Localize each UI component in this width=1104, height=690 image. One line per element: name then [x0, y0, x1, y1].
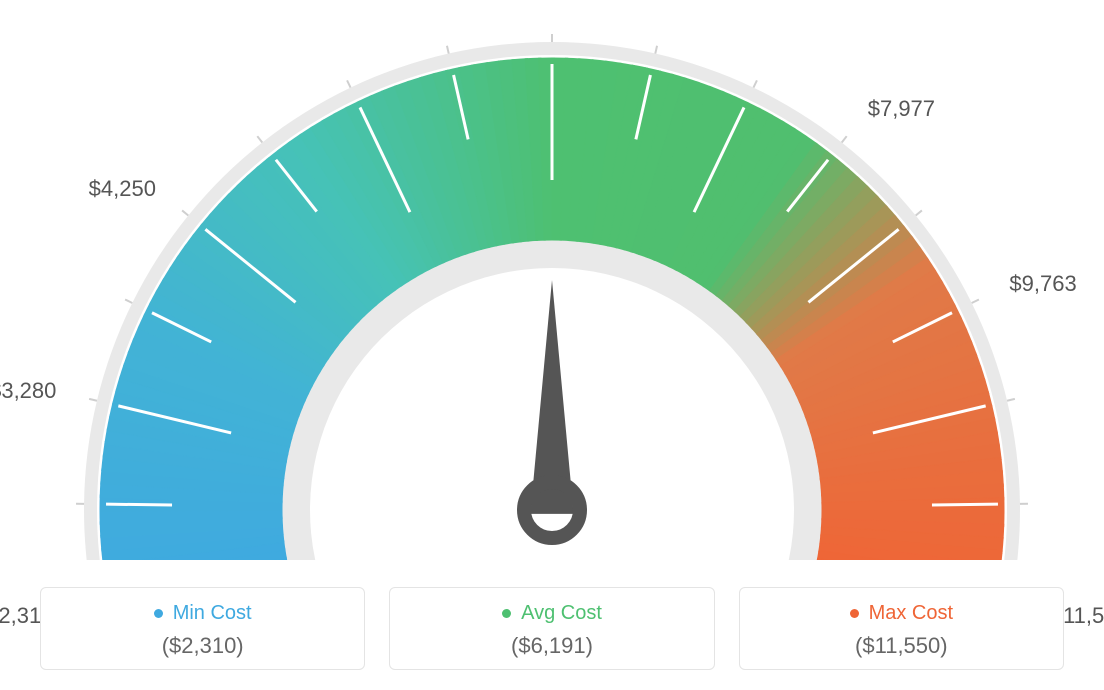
- min-dot-icon: [154, 609, 163, 618]
- min-cost-title: Min Cost: [173, 602, 252, 625]
- max-cost-header: Max Cost: [850, 602, 953, 625]
- max-cost-value: ($11,550): [750, 633, 1053, 659]
- avg-cost-value: ($6,191): [400, 633, 703, 659]
- gauge-tick-label: $9,763: [1009, 271, 1076, 297]
- max-cost-title: Max Cost: [869, 602, 953, 625]
- gauge-tick-label: $4,250: [89, 176, 156, 202]
- max-dot-icon: [850, 609, 859, 618]
- gauge-area: $2,310$3,280$4,250$6,191$7,977$9,763$11,…: [0, 0, 1104, 560]
- gauge-tick-label: $3,280: [0, 378, 56, 404]
- min-cost-header: Min Cost: [154, 602, 252, 625]
- chart-container: $2,310$3,280$4,250$6,191$7,977$9,763$11,…: [0, 0, 1104, 690]
- avg-cost-title: Avg Cost: [521, 602, 602, 625]
- min-cost-value: ($2,310): [51, 633, 354, 659]
- max-cost-card: Max Cost ($11,550): [739, 587, 1064, 670]
- gauge-tick-label: $7,977: [868, 96, 935, 122]
- gauge-svg: [0, 0, 1104, 560]
- avg-cost-header: Avg Cost: [502, 602, 602, 625]
- summary-cards: Min Cost ($2,310) Avg Cost ($6,191) Max …: [40, 587, 1064, 670]
- min-cost-card: Min Cost ($2,310): [40, 587, 365, 670]
- avg-cost-card: Avg Cost ($6,191): [389, 587, 714, 670]
- avg-dot-icon: [502, 609, 511, 618]
